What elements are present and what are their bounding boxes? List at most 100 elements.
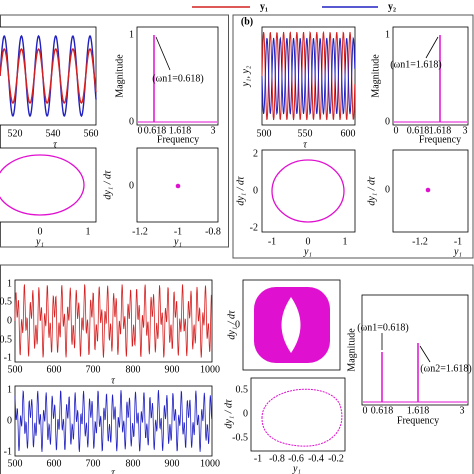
y-axis-label: dy₁ / dτ (366, 176, 377, 206)
phase-orbit (261, 388, 343, 447)
y-tick-label: 0 (385, 184, 390, 195)
panel-label: (b) (241, 16, 253, 27)
x-axis-label: τ (111, 467, 115, 474)
x-tick-label: -1 (268, 236, 276, 247)
spectrum-plot (392, 26, 469, 126)
x-tick-label: -0.8 (205, 226, 221, 237)
poincare-plot (392, 149, 469, 233)
y-tick-label: 0 (7, 415, 12, 426)
x-tick-label: 1000 (200, 364, 220, 375)
y-tick-label: 0.5 (0, 296, 12, 307)
x-axis-label: Frequency (157, 134, 199, 145)
y-tick-label: -1 (4, 352, 12, 363)
y-axis-label: Magnitude (346, 328, 357, 372)
y-tick-label: 0 (7, 315, 12, 326)
x-tick-label: 600 (341, 128, 356, 139)
y2-curve (261, 36, 356, 116)
x-tick-label: 1.618 (429, 125, 452, 136)
x-axis-label: y₁ (35, 236, 44, 247)
annotation-arrow (425, 36, 439, 59)
legend-label: y₂ (388, 1, 396, 12)
panel-a-frame (0, 14, 229, 248)
x-tick-label: 3 (460, 405, 465, 416)
x-tick-label: 0 (394, 125, 399, 136)
y-tick-label: 1 (7, 384, 12, 395)
x-tick-label: 1 (343, 236, 348, 247)
x-tick-label: 520 (8, 128, 23, 139)
poincare-point (175, 183, 181, 189)
x-axis-label: y₁ (303, 246, 312, 257)
x-tick-label: -0.6 (288, 453, 304, 464)
x-tick-label: 0 (38, 226, 43, 237)
annotation: (ωn1=0.618) (357, 322, 408, 333)
annotation-arrow (419, 345, 431, 363)
x-tick-label: 900 (165, 458, 180, 469)
y-axis-label: dy₁ / dτ (223, 399, 234, 429)
x-axis-label: Frequency (397, 415, 439, 426)
x-axis-label: τ (53, 139, 57, 150)
y-axis-label: y₁, y₂ (240, 65, 251, 87)
y-axis-label: dy₁ / dτ (102, 170, 113, 200)
x-tick-label: -0.2 (328, 453, 344, 464)
y1-curve (14, 284, 212, 358)
x-tick-label: 0.618 (407, 125, 430, 136)
section-hole (281, 297, 301, 353)
x-tick-label: 700 (86, 364, 101, 375)
x-tick-label: 1.618 (169, 125, 192, 136)
y2-curve (14, 389, 213, 452)
x-tick-label: 800 (126, 364, 141, 375)
y-tick-label: 1 (385, 29, 390, 40)
phase-plot (250, 377, 346, 452)
y-tick-label: 1 (7, 278, 12, 289)
x-tick-label: 500 (8, 458, 23, 469)
x-tick-label: -0.4 (308, 453, 324, 464)
x-tick-label: -1 (454, 236, 462, 247)
x-tick-label: 900 (165, 364, 180, 375)
phase-plot (0, 147, 97, 223)
x-tick-label: 1 (86, 226, 91, 237)
y-tick-label: 0 (235, 319, 240, 330)
x-axis-label: y₁ (292, 463, 301, 474)
y-tick-label: -0.5 (0, 334, 12, 345)
y-tick-label: -1 (4, 446, 12, 457)
annotation: (ωn2=1.618) (420, 363, 471, 374)
x-axis-label: Frequency (419, 134, 461, 145)
y-axis-label: dy₁ / dτ (235, 176, 246, 206)
y-axis-label: dy₁ / dτ (226, 310, 237, 340)
y-tick-label: 2 (253, 148, 258, 159)
y-tick-label: 0 (385, 116, 390, 127)
y-axis-label: Magnitude (114, 54, 125, 98)
x-axis-label: y₁ (453, 246, 462, 257)
y-tick-label: 0 (243, 408, 248, 419)
x-axis-label: y₁ (173, 236, 182, 247)
panel-b-frame (232, 14, 474, 259)
x-tick-label: 800 (126, 458, 141, 469)
panel-c-frame (0, 264, 474, 474)
x-tick-label: -1 (254, 453, 262, 464)
phase-orbit (271, 159, 345, 223)
y-tick-label: -0.5 (232, 432, 248, 443)
y-tick-label: 0.5 (236, 384, 249, 395)
x-tick-label: 500 (257, 128, 272, 139)
x-tick-label: 3 (463, 125, 468, 136)
x-tick-label: -1.2 (132, 226, 148, 237)
spectrum-plot (361, 294, 469, 406)
annotation: (ωn1=1.618) (390, 59, 441, 70)
x-tick-label: 0 (363, 405, 368, 416)
annotation: (ωn1=0.618) (152, 73, 203, 84)
phase-plot (261, 149, 356, 233)
x-tick-label: 0 (138, 125, 143, 136)
phase-orbit (0, 154, 85, 216)
y-axis-label: Magnitude (370, 54, 381, 98)
poincare-point (425, 187, 431, 193)
x-tick-label: 1.618 (407, 405, 430, 416)
x-tick-label: 700 (86, 458, 101, 469)
x-tick-label: 600 (47, 458, 62, 469)
y-tick-label: 1 (129, 29, 134, 40)
annotation-arrow (155, 36, 171, 71)
x-tick-label: 550 (298, 128, 313, 139)
x-tick-label: 500 (8, 364, 23, 375)
x-tick-label: 0.618 (371, 405, 394, 416)
x-tick-label: -1 (174, 226, 182, 237)
